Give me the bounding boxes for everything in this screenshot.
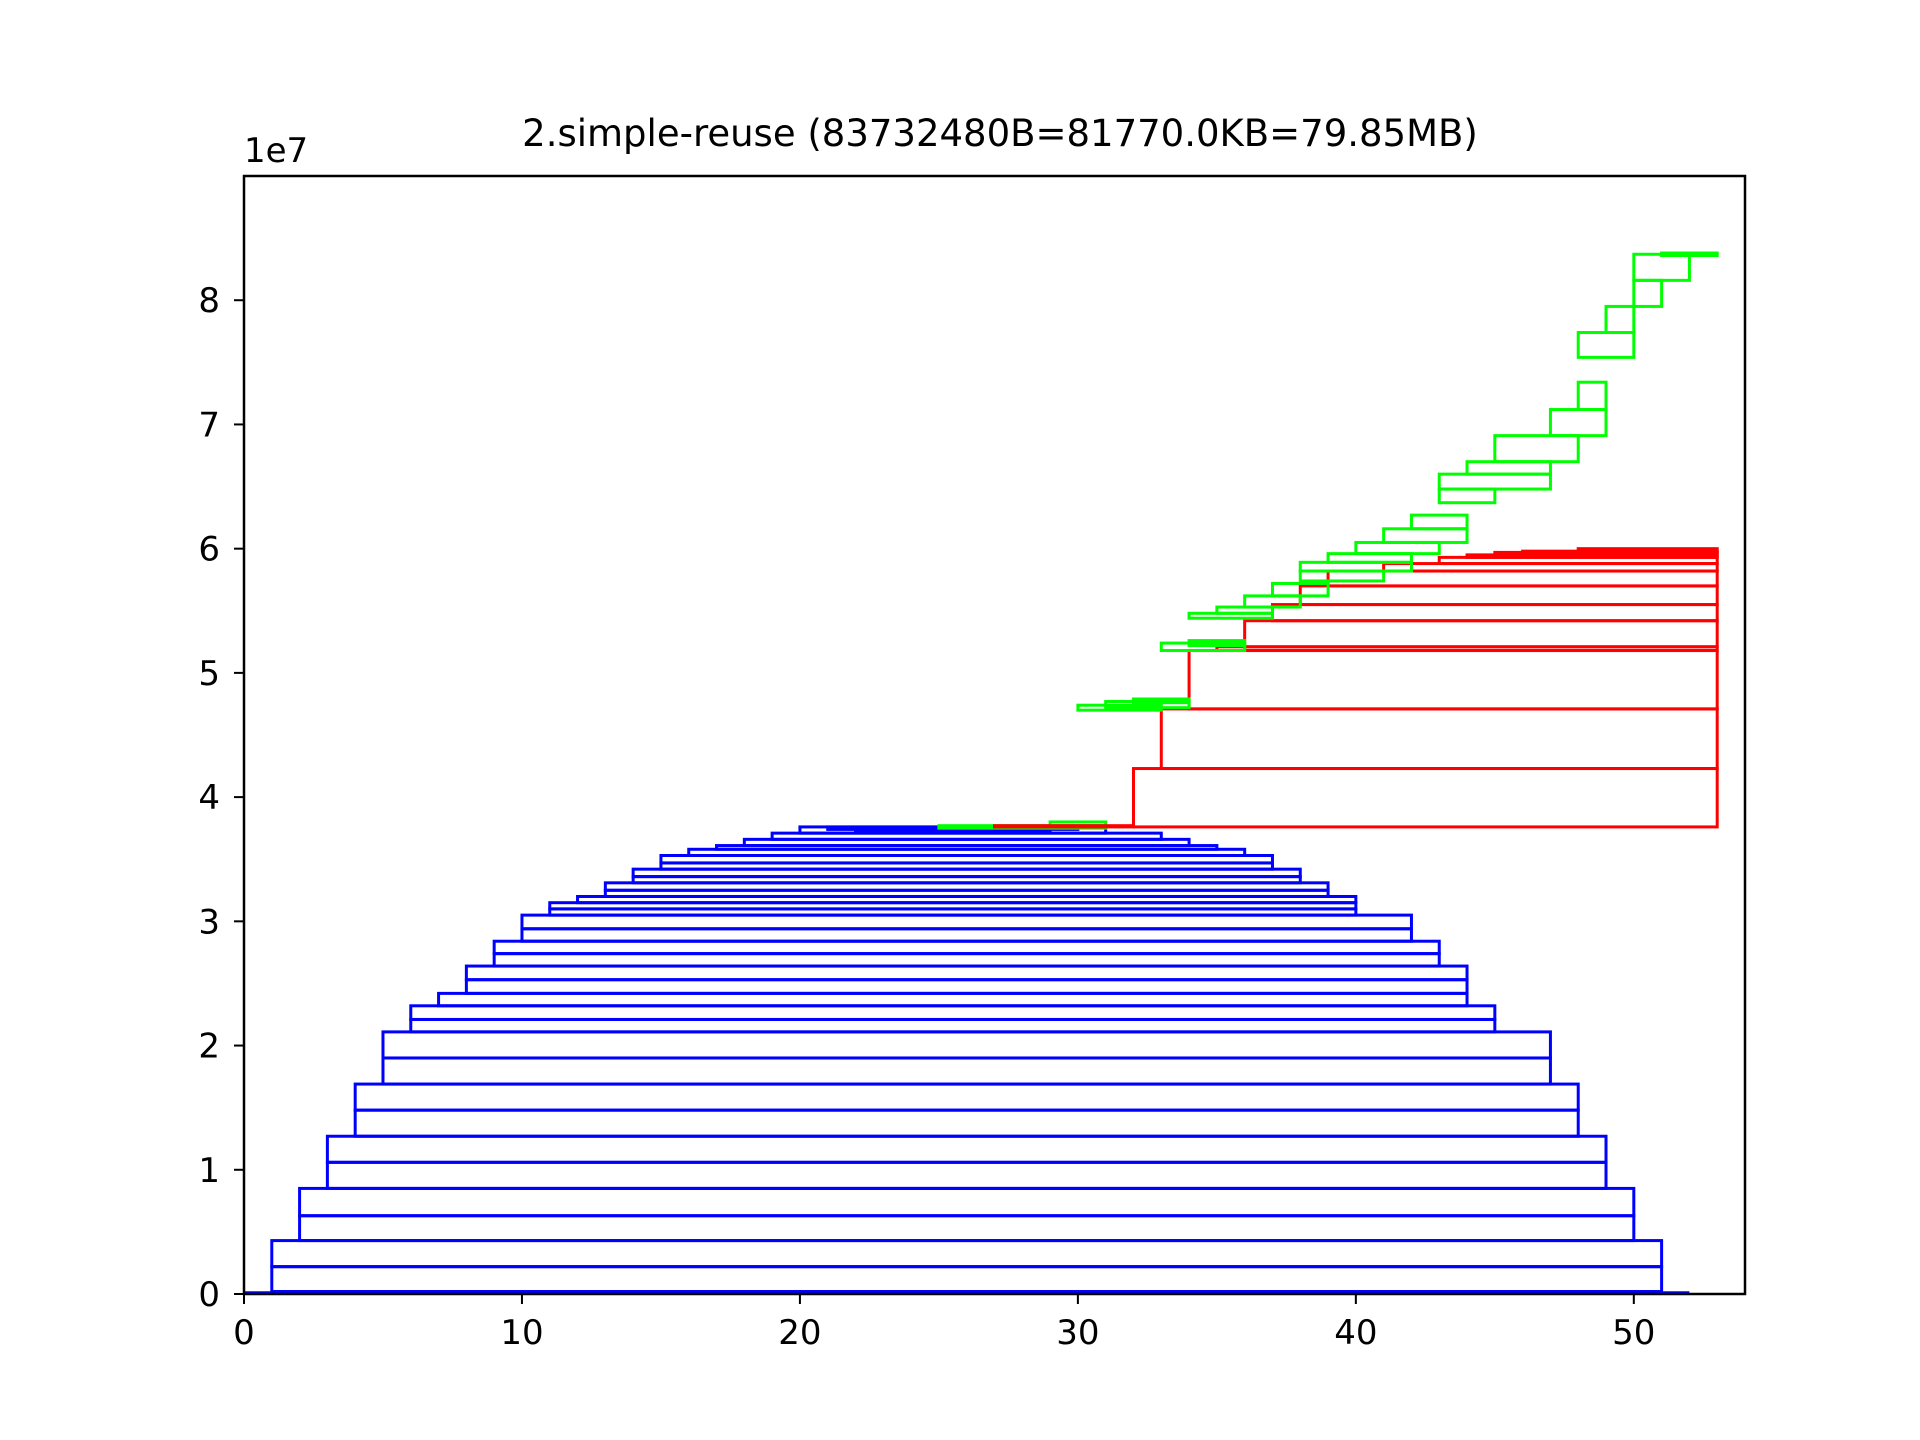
- block-green-77: [1660, 251, 1719, 258]
- block-blue-9: [381, 1056, 1552, 1086]
- x-tick-label-3: 30: [1056, 1313, 1099, 1353]
- block-green-54: [1131, 697, 1191, 705]
- y-tick-label-3: 3: [198, 902, 220, 942]
- block-green-70: [1493, 434, 1580, 464]
- block-red-51: [1576, 547, 1719, 553]
- y-tick-label-8: 8: [198, 281, 220, 321]
- y-tick-label-6: 6: [198, 530, 220, 570]
- y-tick-label-2: 2: [198, 1027, 220, 1067]
- block-green-60: [1270, 581, 1330, 598]
- block-blue-3: [298, 1214, 1636, 1243]
- block-blue-18: [520, 927, 1413, 943]
- block-blue-27: [659, 861, 1274, 871]
- block-blue-5: [325, 1160, 1608, 1190]
- plot-frame: [242, 174, 1747, 1296]
- y-tick-label-0: 0: [198, 1275, 220, 1315]
- block-green-72: [1576, 380, 1608, 412]
- block-red-37: [993, 824, 1135, 829]
- plot-background: [244, 176, 1745, 1294]
- y-tick-label-7: 7: [198, 405, 220, 445]
- allocation-blocks: [244, 251, 1719, 1295]
- x-tick-label-1: 10: [500, 1313, 543, 1353]
- x-axis: 0 10 20 30 40 50: [233, 1294, 1655, 1353]
- y-tick-label-4: 4: [198, 778, 220, 818]
- block-green-66: [1409, 513, 1469, 531]
- block-green-56: [1187, 639, 1247, 648]
- y-tick-label-5: 5: [198, 654, 220, 694]
- block-blue-7: [353, 1108, 1580, 1138]
- block-blue-25: [631, 875, 1302, 885]
- block-blue-20: [548, 907, 1358, 917]
- block-blue-16: [492, 952, 1441, 968]
- y-offset-label: 1e7: [244, 131, 308, 171]
- y-axis: 0 1 2 3 4 5 6 7 8: [198, 281, 244, 1315]
- plot-area: [244, 176, 1745, 1294]
- x-tick-label-5: 50: [1612, 1313, 1655, 1353]
- x-tick-label-2: 20: [778, 1313, 821, 1353]
- block-blue-23: [603, 888, 1330, 898]
- y-tick-label-1: 1: [198, 1151, 220, 1191]
- x-tick-label-4: 40: [1334, 1313, 1377, 1353]
- block-blue-11: [409, 1017, 1497, 1034]
- block-green-74: [1604, 304, 1636, 335]
- block-blue-14: [464, 978, 1469, 995]
- x-tick-label-0: 0: [233, 1313, 255, 1353]
- chart-title: 2.simple-reuse (83732480B=81770.0KB=79.8…: [522, 112, 1478, 155]
